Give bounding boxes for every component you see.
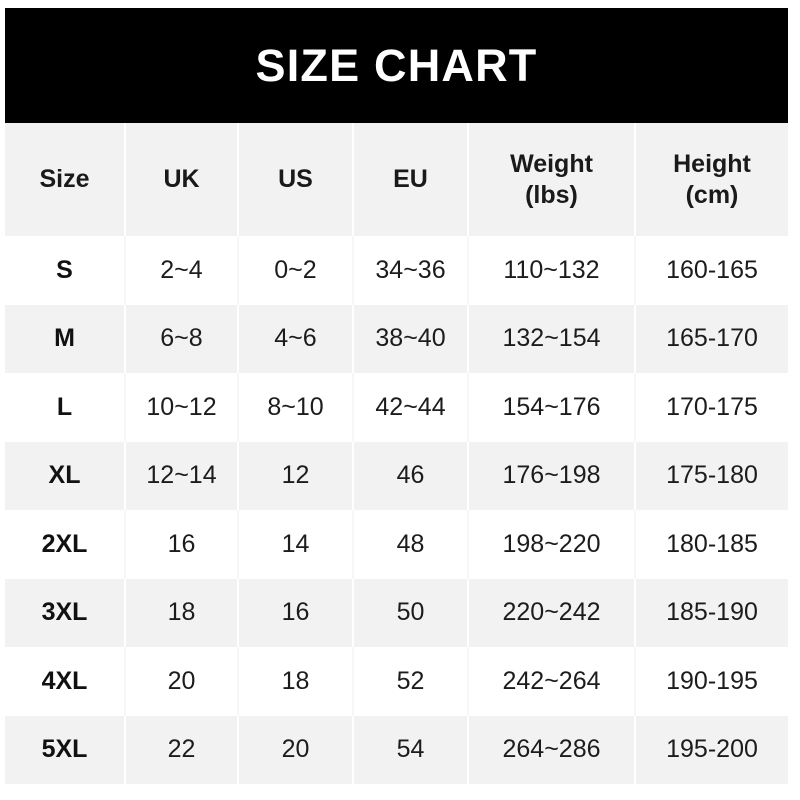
cell-height: 180-185 [666, 529, 758, 558]
column-header-line: UK [163, 165, 200, 193]
column-header-weight: Weight (lbs) [468, 123, 636, 236]
column-header-line: (cm) [685, 180, 739, 209]
table-header: Size UK US EU Weight (lbs) Height (cm) [5, 123, 788, 236]
column-header-size: Size [5, 123, 126, 236]
cell-eu: 48 [353, 510, 469, 579]
column-header-eu: EU [353, 123, 469, 236]
table-row: 2XL 16 14 48 198~220 180-185 [5, 510, 788, 579]
cell-weight: 154~176 [468, 373, 636, 442]
cell-height: 165-170 [666, 324, 758, 353]
cell-weight: 264~286 [468, 715, 636, 784]
cell-us: 16 [238, 578, 354, 647]
cell-eu: 50 [353, 578, 469, 647]
cell-weight: 176~198 [468, 441, 636, 510]
column-header-line: (lbs) [525, 180, 578, 209]
cell-size: 3XL [5, 578, 126, 647]
cell-weight: 242~264 [468, 647, 636, 716]
cell-eu: 42~44 [353, 373, 469, 442]
cell-eu: 34~36 [353, 236, 469, 305]
cell-size: 5XL [5, 715, 126, 784]
cell-height: 195-200 [666, 735, 758, 764]
page-title: SIZE CHART [255, 40, 538, 91]
cell-weight: 110~132 [468, 236, 636, 305]
column-header-line: EU [393, 165, 428, 193]
cell-height: 160-165 [666, 255, 758, 284]
size-chart-table: Size UK US EU Weight (lbs) Height (cm) S 2~4 0~2 3… [5, 123, 788, 784]
table-row: M 6~8 4~6 38~40 132~154 165-170 [5, 304, 788, 373]
cell-us: 12 [238, 441, 354, 510]
table-row: L 10~12 8~10 42~44 154~176 170-175 [5, 373, 788, 442]
column-header-us: US [238, 123, 354, 236]
cell-weight: 198~220 [468, 510, 636, 579]
cell-size: M [5, 304, 126, 373]
table-row: 5XL 22 20 54 264~286 195-200 [5, 715, 788, 784]
cell-size: 4XL [5, 647, 126, 716]
column-header-line: Height [673, 149, 751, 178]
title-banner: SIZE CHART [5, 8, 788, 123]
cell-eu: 52 [353, 647, 469, 716]
cell-eu: 38~40 [353, 304, 469, 373]
column-header-uk: UK [125, 123, 239, 236]
cell-uk: 22 [125, 715, 239, 784]
cell-height: 175-180 [666, 461, 758, 490]
table-row: XL 12~14 12 46 176~198 175-180 [5, 441, 788, 510]
column-header-line: US [278, 165, 313, 193]
cell-uk: 10~12 [125, 373, 239, 442]
cell-weight: 220~242 [468, 578, 636, 647]
cell-height: 170-175 [666, 392, 758, 421]
cell-size: XL [5, 441, 126, 510]
table-row: 3XL 18 16 50 220~242 185-190 [5, 578, 788, 647]
cell-size: 2XL [5, 510, 126, 579]
cell-uk: 12~14 [125, 441, 239, 510]
cell-uk: 6~8 [125, 304, 239, 373]
cell-height: 185-190 [666, 598, 758, 627]
cell-us: 4~6 [238, 304, 354, 373]
table-header-row: Size UK US EU Weight (lbs) Height (cm) [5, 123, 788, 236]
cell-eu: 46 [353, 441, 469, 510]
cell-us: 14 [238, 510, 354, 579]
table-body: S 2~4 0~2 34~36 110~132 160-165 M 6~8 4~6 38~40 13… [5, 236, 788, 784]
cell-us: 8~10 [238, 373, 354, 442]
cell-us: 20 [238, 715, 354, 784]
cell-eu: 54 [353, 715, 469, 784]
cell-size: L [5, 373, 126, 442]
cell-uk: 16 [125, 510, 239, 579]
column-header-height: Height (cm) [635, 123, 788, 236]
size-chart-container: SIZE CHART Size UK US EU Weight (lbs) Height (c… [5, 8, 788, 786]
table-row: S 2~4 0~2 34~36 110~132 160-165 [5, 236, 788, 305]
cell-uk: 2~4 [125, 236, 239, 305]
cell-weight: 132~154 [468, 304, 636, 373]
column-header-line: Size [39, 165, 90, 193]
table-row: 4XL 20 18 52 242~264 190-195 [5, 647, 788, 716]
column-header-line: Weight [510, 149, 593, 178]
cell-height: 190-195 [666, 666, 758, 695]
cell-uk: 18 [125, 578, 239, 647]
cell-size: S [5, 236, 126, 305]
cell-us: 0~2 [238, 236, 354, 305]
cell-us: 18 [238, 647, 354, 716]
cell-uk: 20 [125, 647, 239, 716]
